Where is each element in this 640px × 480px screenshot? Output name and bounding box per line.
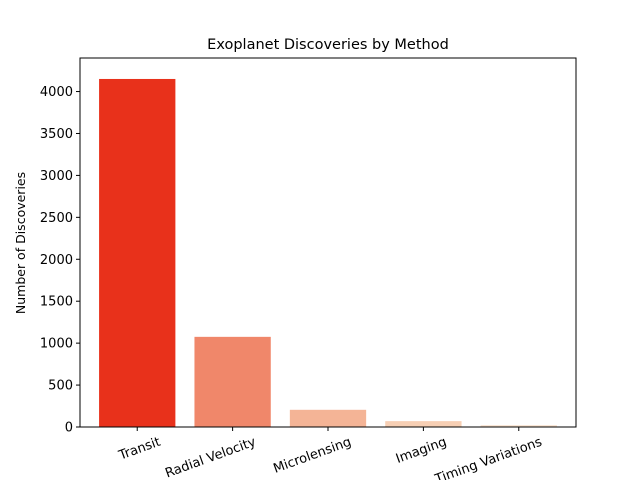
y-axis: 0 500 1000 1500 2000 2500 3000 3500 4000 [40, 85, 80, 436]
plot-frame [79, 57, 577, 428]
bar-imaging [385, 421, 462, 427]
y-axis-label: Number of Discoveries [13, 172, 28, 314]
y-tick-label: 1000 [40, 337, 73, 352]
bar-radial-velocity [194, 336, 271, 427]
x-tick-label: Radial Velocity [163, 435, 258, 480]
y-tick-label: 0 [65, 421, 73, 436]
bar-transit [99, 78, 176, 427]
bar-timing-variations [480, 425, 557, 427]
x-tick-label: Timing Variations [432, 435, 544, 480]
y-tick-label: 3000 [40, 169, 73, 184]
bars-layer [99, 78, 557, 427]
y-tick-label: 4000 [40, 85, 73, 100]
bar-microlensing [289, 409, 367, 427]
y-tick-label: 2000 [40, 253, 73, 268]
y-tick-label: 1500 [40, 295, 73, 310]
x-tick-label: Transit [116, 435, 163, 464]
x-tick-label: Imaging [394, 435, 449, 467]
x-axis: Transit Radial Velocity Microlensing Imagin… [116, 427, 544, 480]
x-tick-label: Microlensing [271, 435, 353, 477]
y-tick-label: 2500 [40, 211, 73, 226]
y-tick-label: 3500 [40, 127, 73, 142]
y-tick-label: 500 [48, 379, 73, 394]
chart-title: Exoplanet Discoveries by Method [207, 37, 449, 53]
